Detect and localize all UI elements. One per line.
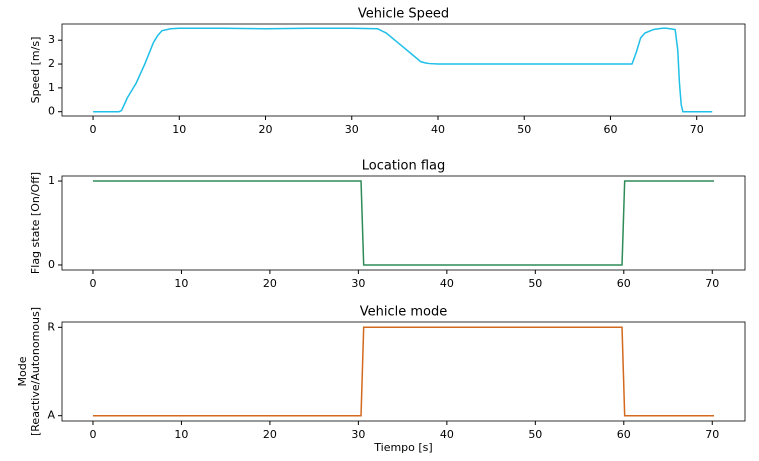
x-tick-label: 0 <box>89 277 96 290</box>
x-tick-label: 0 <box>89 428 96 441</box>
x-tick-label: 10 <box>172 123 186 136</box>
data-line <box>93 27 713 113</box>
y-tick-label: 0 <box>48 258 55 271</box>
x-tick-label: 60 <box>617 277 631 290</box>
y-tick-label: 2 <box>48 57 55 70</box>
x-tick-label: 50 <box>517 123 531 136</box>
data-line <box>92 180 715 266</box>
x-tick-label: 70 <box>705 428 719 441</box>
y-axis-label: [Reactive/Autonomous] <box>29 307 42 436</box>
y-tick-label: 1 <box>48 174 55 187</box>
y-tick-label: A <box>47 409 55 422</box>
x-tick-label: 40 <box>440 277 454 290</box>
chart-title: Vehicle mode <box>360 305 448 320</box>
x-tick-label: 60 <box>617 428 631 441</box>
x-tick-label: 50 <box>528 428 542 441</box>
x-tick-label: 40 <box>440 428 454 441</box>
y-tick-label: 3 <box>48 33 55 46</box>
x-tick-label: 0 <box>90 123 97 136</box>
x-tick-label: 70 <box>690 123 704 136</box>
axes-frame <box>61 23 746 117</box>
x-tick-label: 30 <box>345 123 359 136</box>
y-tick-label: 0 <box>48 105 55 118</box>
x-tick-label: 30 <box>351 428 365 441</box>
x-tick-label: 20 <box>259 123 273 136</box>
chart-title: Location flag <box>362 159 446 174</box>
x-tick-label: 10 <box>174 277 188 290</box>
y-tick-label: R <box>47 320 55 333</box>
x-tick-label: 30 <box>351 277 365 290</box>
axes-frame <box>61 321 746 422</box>
y-axis-label: Mode <box>16 356 29 386</box>
x-tick-label: 20 <box>263 428 277 441</box>
y-axis-label: Flag state [On/Off] <box>29 172 42 274</box>
axes-frame <box>61 175 746 271</box>
x-axis-label: Tiempo [s] <box>373 441 432 454</box>
x-tick-label: 40 <box>431 123 445 136</box>
chart-title: Vehicle Speed <box>358 7 449 22</box>
x-tick-label: 50 <box>528 277 542 290</box>
x-tick-label: 70 <box>705 277 719 290</box>
x-tick-label: 10 <box>174 428 188 441</box>
data-line <box>92 326 715 417</box>
x-tick-label: 60 <box>603 123 617 136</box>
y-tick-label: 1 <box>48 81 55 94</box>
x-tick-label: 20 <box>263 277 277 290</box>
y-axis-label: Speed [m/s] <box>29 37 42 104</box>
